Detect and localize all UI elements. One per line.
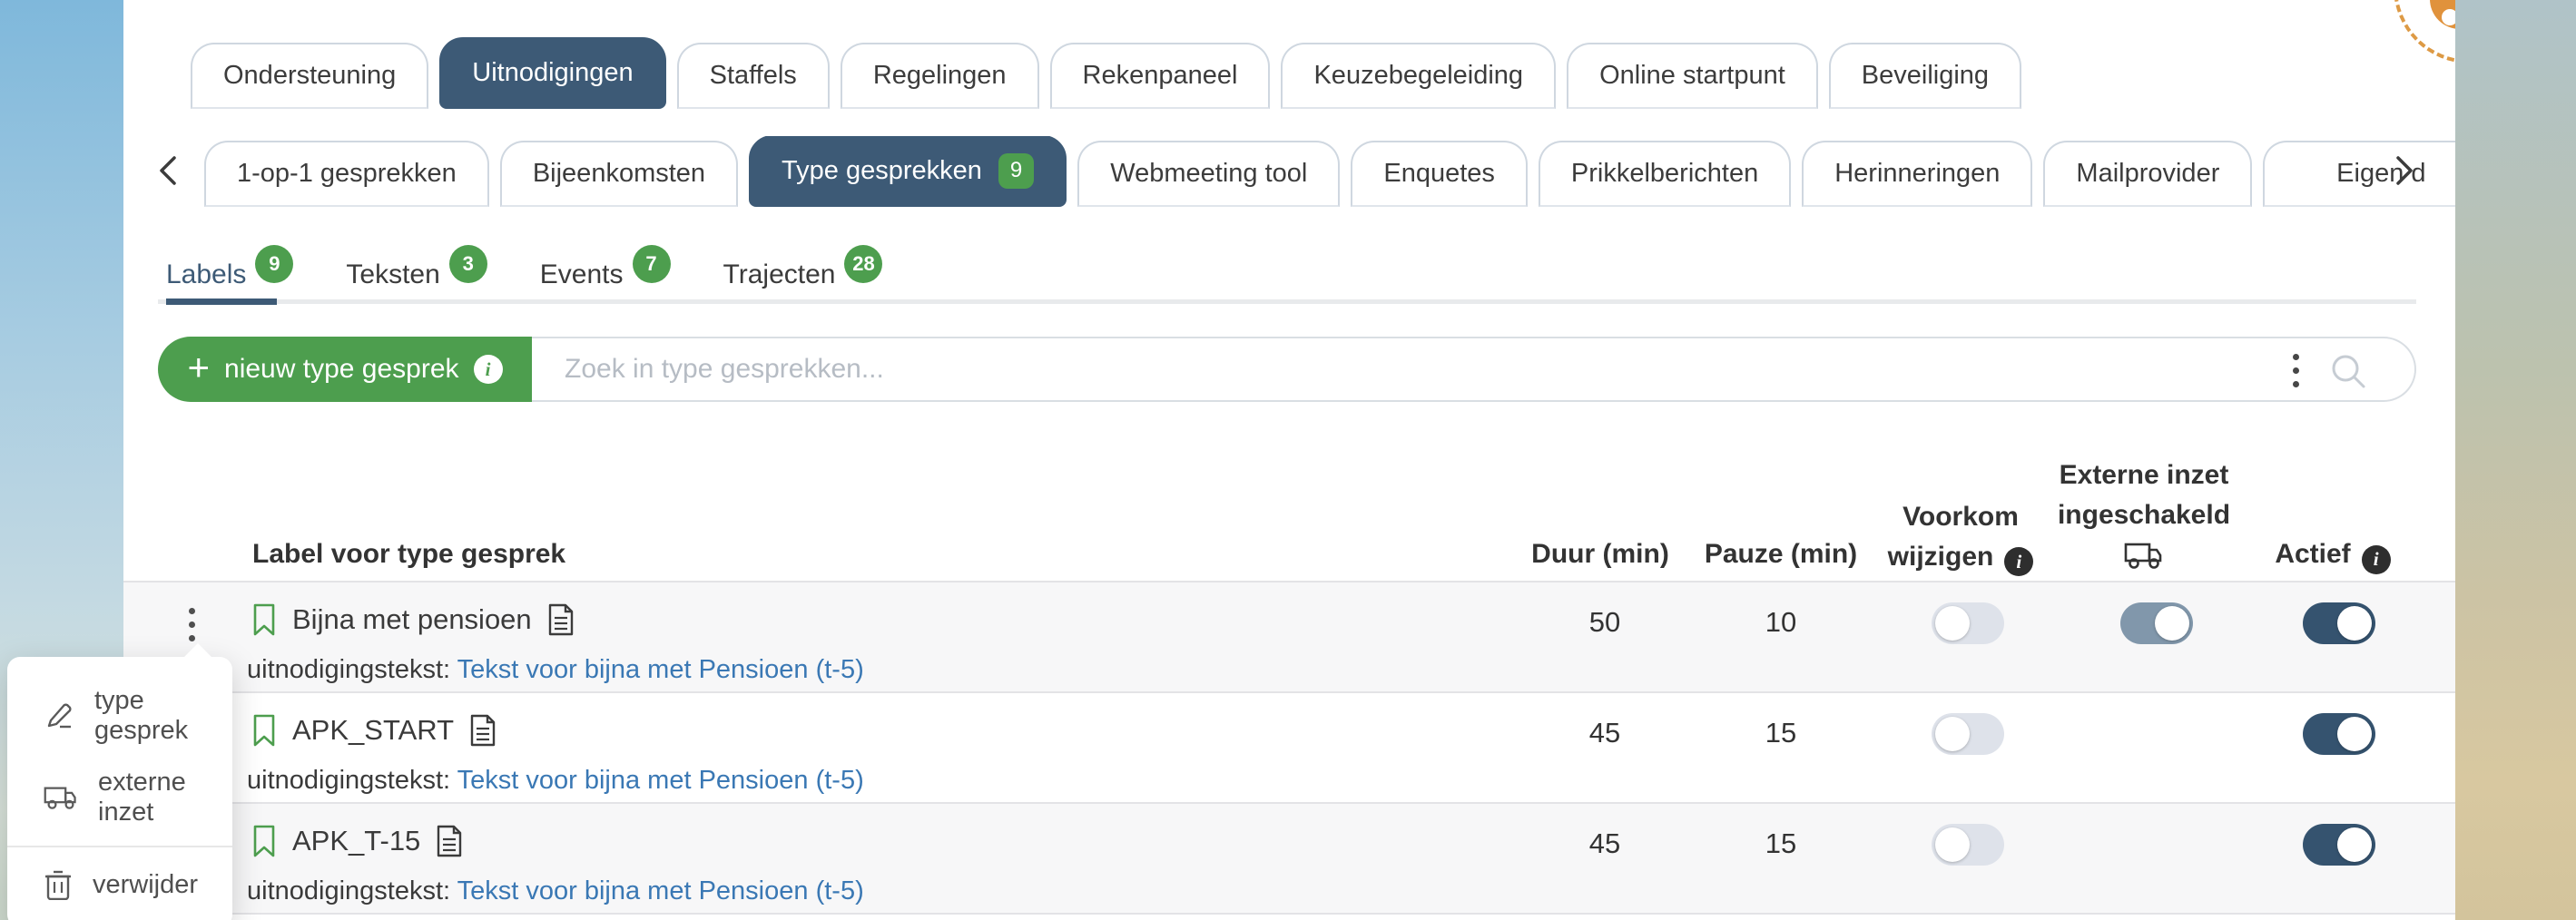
row-label: APK_T-15 (292, 825, 421, 856)
primary-tab-bar: Ondersteuning Uitnodigingen Staffels Reg… (191, 37, 2022, 109)
chevron-left-icon[interactable] (151, 152, 187, 189)
externe-inzet-toggle[interactable] (2120, 602, 2193, 644)
tab-mailprovider[interactable]: Mailprovider (2043, 141, 2253, 207)
subtab-teksten-label: Teksten (346, 259, 440, 289)
invite-text-link[interactable]: Tekst voor bijna met Pensioen (t-5) (457, 766, 864, 795)
column-header-actief: Actief i (2242, 539, 2424, 574)
bookmark-icon (253, 825, 275, 857)
table-row: APK_START uitnodigingstekst: Tekst voor … (123, 691, 2455, 802)
invite-text-prefix: uitnodigingstekst: (247, 766, 451, 795)
tab-uitnodigingen[interactable]: Uitnodigingen (439, 37, 666, 109)
voorkom-wijzigen-toggle[interactable] (1932, 824, 2004, 866)
column-header-label: Label voor type gesprek (252, 539, 566, 569)
tab-type-gesprekken[interactable]: Type gesprekken 9 (749, 136, 1067, 207)
new-type-gesprek-button[interactable]: + nieuw type gesprek i (158, 337, 532, 402)
row-label: APK_START (292, 714, 455, 746)
bookmark-icon (253, 714, 275, 747)
voorkom-wijzigen-toggle[interactable] (1932, 713, 2004, 755)
subtab-active-indicator (166, 299, 277, 305)
subtab-events-badge: 7 (632, 245, 671, 283)
info-icon: i (473, 355, 503, 384)
new-type-gesprek-label: nieuw type gesprek (224, 354, 459, 384)
background-photo-right (2455, 0, 2576, 920)
tab-type-gesprekken-badge: 9 (998, 153, 1035, 189)
tab-webmeeting-tool[interactable]: Webmeeting tool (1077, 141, 1341, 207)
tab-type-gesprekken-label: Type gesprekken (782, 156, 982, 185)
invite-text-prefix: uitnodigingstekst: (247, 655, 451, 684)
cell-pauze: 10 (1765, 606, 1797, 638)
subtab-trajecten-label: Trajecten (723, 259, 836, 289)
actief-toggle[interactable] (2303, 824, 2375, 866)
tab-herinneringen[interactable]: Herinneringen (1802, 141, 2033, 207)
tab-staffels[interactable]: Staffels (676, 43, 830, 109)
menu-divider (7, 846, 232, 847)
truck-icon (2124, 541, 2164, 570)
menu-item-externe-inzet[interactable]: externe inzet (7, 757, 232, 838)
column-header-voorkom-wijzigen: Voorkom wijzigen i (1870, 497, 2051, 577)
tab-beveiliging[interactable]: Beveiliging (1828, 43, 2022, 109)
tab-keuzebegeleiding[interactable]: Keuzebegeleiding (1281, 43, 1557, 109)
search-icon[interactable] (2329, 352, 2367, 390)
tab-enquetes[interactable]: Enquetes (1351, 141, 1528, 207)
subtab-trajecten[interactable]: Trajecten 28 (723, 245, 883, 298)
subtab-trajecten-badge: 28 (844, 245, 883, 283)
tab-bijeenkomsten[interactable]: Bijeenkomsten (499, 141, 739, 207)
column-header-duur: Duur (min) (1531, 539, 1669, 569)
tab-rekenpaneel[interactable]: Rekenpaneel (1049, 43, 1271, 109)
tab-1op1-gesprekken[interactable]: 1-op-1 gesprekken (204, 141, 489, 207)
subtab-teksten-badge: 3 (448, 245, 487, 283)
plus-icon: + (187, 346, 211, 388)
cell-pauze: 15 (1765, 717, 1797, 749)
truck-icon (44, 787, 76, 809)
pencil-icon (47, 703, 72, 729)
subtab-events[interactable]: Events 7 (539, 245, 671, 298)
tab-prikkelberichten[interactable]: Prikkelberichten (1538, 141, 1792, 207)
document-icon[interactable] (435, 824, 464, 858)
table-row: APK_T-15 uitnodigingstekst: Tekst voor b… (123, 802, 2455, 913)
search-field (532, 337, 2416, 402)
row-separator (123, 913, 2455, 915)
info-icon[interactable]: i (2004, 547, 2034, 576)
voorkom-wijzigen-toggle[interactable] (1932, 602, 2004, 644)
tab-online-startpunt[interactable]: Online startpunt (1567, 43, 1818, 109)
invite-text-link[interactable]: Tekst voor bijna met Pensioen (t-5) (457, 655, 864, 684)
table-row: Bijna met pensioen uitnodigingstekst: Te… (123, 581, 2455, 691)
subtab-teksten[interactable]: Teksten 3 (346, 245, 487, 298)
cell-duur: 45 (1588, 827, 1621, 859)
column-header-externe-inzet: Externe inzet ingeschakeld (2040, 455, 2247, 582)
tab-ondersteuning[interactable]: Ondersteuning (191, 43, 429, 109)
invite-text-link[interactable]: Tekst voor bijna met Pensioen (t-5) (457, 876, 864, 905)
cell-duur: 50 (1588, 606, 1621, 638)
row-label: Bijna met pensioen (292, 603, 532, 635)
tab-eigen-d[interactable]: Eigen d (2263, 141, 2455, 207)
document-icon[interactable] (546, 602, 575, 637)
subtab-labels-badge: 9 (255, 245, 294, 283)
info-icon[interactable]: i (2361, 544, 2391, 574)
actief-toggle[interactable] (2303, 602, 2375, 644)
subtab-events-label: Events (539, 259, 624, 289)
document-icon[interactable] (468, 713, 497, 748)
search-input[interactable] (532, 338, 2414, 400)
subtab-labels[interactable]: Labels 9 (166, 245, 294, 298)
cell-duur: 45 (1588, 717, 1621, 749)
menu-item-verwijder[interactable]: verwijder (7, 858, 232, 911)
row-menu-icon[interactable] (189, 608, 196, 653)
row-context-menu: type gesprek externe inzet verwijder (7, 643, 232, 920)
subtab-divider (158, 299, 2416, 304)
trash-icon (45, 870, 71, 900)
invite-text-prefix: uitnodigingstekst: (247, 876, 451, 905)
column-header-pauze: Pauze (min) (1704, 539, 1858, 569)
sub-tab-bar: Labels 9 Teksten 3 Events 7 Trajecten 28 (166, 245, 883, 299)
bookmark-icon (253, 603, 275, 636)
actief-toggle[interactable] (2303, 713, 2375, 755)
menu-item-type-gesprek[interactable]: type gesprek (7, 675, 232, 757)
cell-pauze: 15 (1765, 827, 1797, 859)
toolbar: + nieuw type gesprek i (158, 337, 2416, 402)
subtab-labels-label: Labels (166, 259, 247, 289)
tab-regelingen[interactable]: Regelingen (840, 43, 1039, 109)
chevron-right-icon[interactable] (2385, 152, 2422, 189)
more-options-icon[interactable] (2293, 354, 2300, 390)
secondary-tab-bar: 1-op-1 gesprekken Bijeenkomsten Type ges… (204, 136, 2455, 207)
